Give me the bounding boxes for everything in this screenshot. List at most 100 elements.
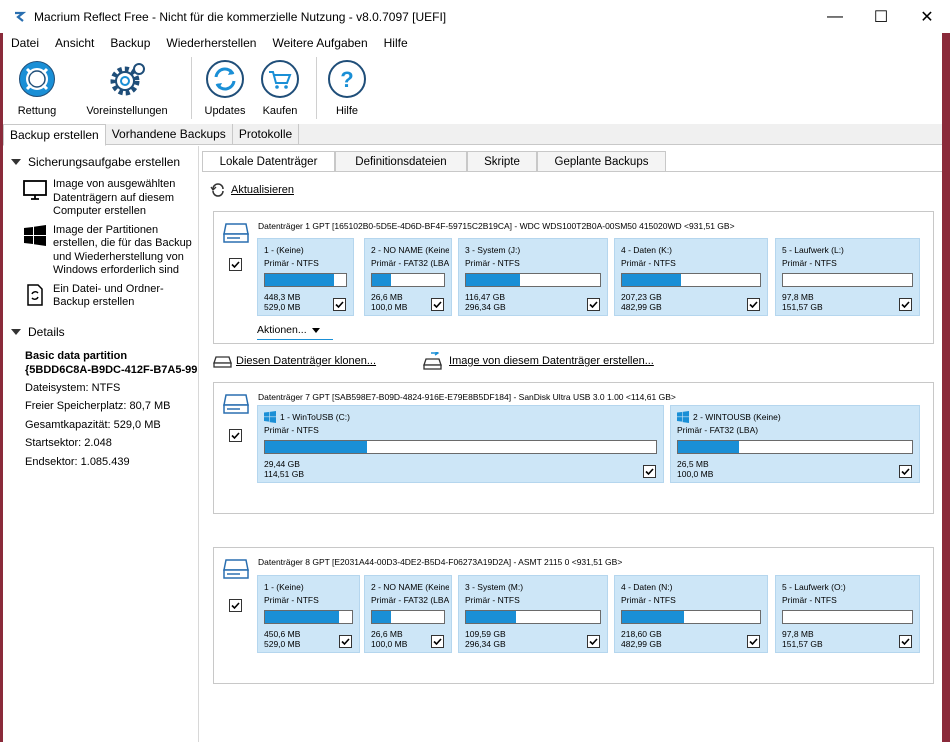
minimize-button[interactable]: — bbox=[827, 7, 843, 25]
tab-geplante-backups[interactable]: Geplante Backups bbox=[537, 151, 666, 171]
actions-dropdown[interactable]: Aktionen... bbox=[257, 324, 320, 336]
partition-total: 296,34 GB bbox=[465, 639, 506, 649]
partition-name: 1 - WinToUSB (C:) bbox=[280, 412, 350, 422]
tab-skripte[interactable]: Skripte bbox=[467, 151, 537, 171]
disk-7-checkbox[interactable] bbox=[229, 429, 242, 442]
partition-name: 2 - NO NAME (Keine) bbox=[371, 245, 449, 255]
partition-2[interactable]: 2 - NO NAME (Keine) Primär - FAT32 (LBA) 2… bbox=[364, 575, 452, 653]
tab-divider bbox=[202, 171, 942, 172]
maximize-button[interactable]: ☐ bbox=[873, 8, 889, 26]
disk-1-checkbox[interactable] bbox=[229, 258, 242, 271]
partition-checkbox[interactable] bbox=[587, 635, 600, 648]
disk-7-title: Datenträger 7 GPT [SAB598E7-B09D-4824-91… bbox=[258, 392, 676, 402]
menu-bar: Datei Ansicht Backup Wiederherstellen We… bbox=[3, 33, 942, 53]
partition-2[interactable]: 2 - NO NAME (Keine) Primär - FAT32 (LBA) 2… bbox=[364, 238, 452, 316]
usage-bar bbox=[677, 440, 913, 454]
menu-weitere-aufgaben[interactable]: Weitere Aufgaben bbox=[272, 36, 368, 50]
usage-bar-fill bbox=[678, 441, 739, 453]
tab-vorhandene-backups[interactable]: Vorhandene Backups bbox=[106, 124, 233, 145]
updates-label: Updates bbox=[204, 105, 246, 117]
partition-3[interactable]: 3 - System (J:) Primär - NTFS 116,47 GB 296… bbox=[458, 238, 608, 316]
partition-type: Primär - NTFS bbox=[621, 258, 676, 268]
partition-3[interactable]: 3 - System (M:) Primär - NTFS 109,59 GB 296… bbox=[458, 575, 608, 653]
voreinstellungen-button[interactable]: Voreinstellungen bbox=[71, 54, 183, 122]
rettung-button[interactable]: Rettung bbox=[3, 54, 71, 122]
tab-definitionsdateien[interactable]: Definitionsdateien bbox=[335, 151, 467, 171]
usage-bar bbox=[371, 610, 445, 624]
partition-total: 114,51 GB bbox=[264, 469, 305, 479]
partition-checkbox[interactable] bbox=[339, 635, 352, 648]
menu-backup[interactable]: Backup bbox=[110, 36, 151, 50]
disk-7-header: Datenträger 7 GPT [SAB598E7-B09D-4824-91… bbox=[222, 391, 676, 415]
partition-checkbox[interactable] bbox=[333, 298, 346, 311]
tab-backup-erstellen[interactable]: Backup erstellen bbox=[3, 124, 106, 146]
partition-1[interactable]: 1 - WinToUSB (C:) Primär - NTFS 29,44 GB 11… bbox=[257, 405, 664, 483]
task-file-backup-label: Ein Datei- und Ordner-Backup erstellen bbox=[53, 282, 164, 309]
partition-type: Primär - FAT32 (LBA) bbox=[371, 258, 449, 268]
windows-logo-icon bbox=[24, 224, 46, 246]
partition-1[interactable]: 1 - (Keine) Primär - NTFS 448,3 MB 529,0 MB bbox=[257, 238, 354, 316]
usage-bar bbox=[264, 610, 353, 624]
image-disk-icon bbox=[423, 352, 442, 370]
partition-checkbox[interactable] bbox=[899, 635, 912, 648]
partition-checkbox[interactable] bbox=[899, 298, 912, 311]
partition-checkbox[interactable] bbox=[587, 298, 600, 311]
partition-checkbox[interactable] bbox=[643, 465, 656, 478]
dropdown-arrow-icon bbox=[311, 327, 320, 333]
disk-8-checkbox[interactable] bbox=[229, 599, 242, 612]
updates-button[interactable]: Updates bbox=[200, 54, 250, 122]
partition-name: 1 - (Keine) bbox=[264, 582, 304, 592]
partition-total: 482,99 GB bbox=[621, 639, 662, 649]
disk-actions-links: Diesen Datenträger klonen... Image von d… bbox=[213, 352, 654, 370]
tab-protokolle[interactable]: Protokolle bbox=[233, 124, 300, 145]
tab-lokale-datentraeger[interactable]: Lokale Datenträger bbox=[202, 151, 335, 171]
refresh-link[interactable]: Aktualisieren bbox=[210, 182, 294, 198]
details-title: Basic data partition bbox=[25, 349, 128, 362]
partition-total: 100,0 MB bbox=[677, 469, 714, 479]
partition-5[interactable]: 5 - Laufwerk (O:) Primär - NTFS 97,8 MB 151… bbox=[775, 575, 920, 653]
menu-wiederherstellen[interactable]: Wiederherstellen bbox=[166, 36, 257, 50]
partition-4[interactable]: 4 - Daten (K:) Primär - NTFS 207,23 GB 482,… bbox=[614, 238, 768, 316]
hard-disk-icon bbox=[223, 559, 249, 579]
partition-checkbox[interactable] bbox=[747, 298, 760, 311]
disk-1-title: Datenträger 1 GPT [165102B0-5D5E-4D6D-BF… bbox=[258, 221, 735, 231]
partition-total: 482,99 GB bbox=[621, 302, 662, 312]
clone-disk-link[interactable]: Diesen Datenträger klonen... bbox=[213, 353, 376, 369]
refresh-label: Aktualisieren bbox=[231, 184, 294, 196]
kaufen-button[interactable]: Kaufen bbox=[250, 54, 310, 122]
section-details-label: Details bbox=[28, 324, 65, 339]
task-image-windows[interactable]: Image der Partitionen erstellen, die für… bbox=[3, 224, 198, 278]
hilfe-button[interactable]: ? Hilfe bbox=[323, 54, 371, 122]
usage-bar-fill bbox=[372, 611, 391, 623]
partition-5[interactable]: 5 - Laufwerk (L:) Primär - NTFS 97,8 MB 151… bbox=[775, 238, 920, 316]
close-button[interactable]: ✕ bbox=[920, 8, 934, 26]
menu-ansicht[interactable]: Ansicht bbox=[55, 36, 95, 50]
voreinstellungen-label: Voreinstellungen bbox=[86, 105, 168, 117]
section-tasks-header[interactable]: Sicherungsaufgabe erstellen bbox=[3, 152, 198, 172]
partition-total: 100,0 MB bbox=[371, 302, 408, 312]
disk-1-header: Datenträger 1 GPT [165102B0-5D5E-4D6D-BF… bbox=[222, 220, 735, 244]
task-image-disks[interactable]: Image von ausgewählten Datenträgern auf … bbox=[3, 178, 198, 219]
task-file-backup[interactable]: Ein Datei- und Ordner-Backup erstellen bbox=[3, 283, 198, 310]
section-details-header[interactable]: Details bbox=[3, 322, 198, 342]
task-image-disks-label: Image von ausgewählten Datenträgern auf … bbox=[53, 178, 176, 217]
menu-datei[interactable]: Datei bbox=[11, 36, 40, 50]
partition-type: Primär - NTFS bbox=[264, 595, 319, 605]
partition-checkbox[interactable] bbox=[431, 298, 444, 311]
menu-hilfe[interactable]: Hilfe bbox=[383, 36, 408, 50]
partition-total: 296,34 GB bbox=[465, 302, 506, 312]
usage-bar-fill bbox=[622, 274, 681, 286]
hard-disk-icon bbox=[223, 394, 249, 414]
partition-checkbox[interactable] bbox=[747, 635, 760, 648]
partition-type: Primär - NTFS bbox=[782, 258, 837, 268]
details-free-space: Freier Speicherplatz: 80,7 MB bbox=[25, 400, 171, 412]
partition-1[interactable]: 1 - (Keine) Primär - NTFS 450,6 MB 529,0 MB bbox=[257, 575, 360, 653]
partition-2[interactable]: 2 - WINTOUSB (Keine) Primär - FAT32 (LBA)… bbox=[670, 405, 920, 483]
partition-checkbox[interactable] bbox=[899, 465, 912, 478]
partition-checkbox[interactable] bbox=[431, 635, 444, 648]
image-disk-link[interactable]: Image von diesem Datenträger erstellen..… bbox=[422, 352, 654, 370]
disk-8-panel: Datenträger 8 GPT [E2031A44-00D3-4DE2-B5… bbox=[213, 547, 934, 684]
help-icon: ? bbox=[328, 60, 366, 98]
partition-name: 3 - System (J:) bbox=[465, 245, 521, 255]
partition-4[interactable]: 4 - Daten (N:) Primär - NTFS 218,60 GB 482,… bbox=[614, 575, 768, 653]
